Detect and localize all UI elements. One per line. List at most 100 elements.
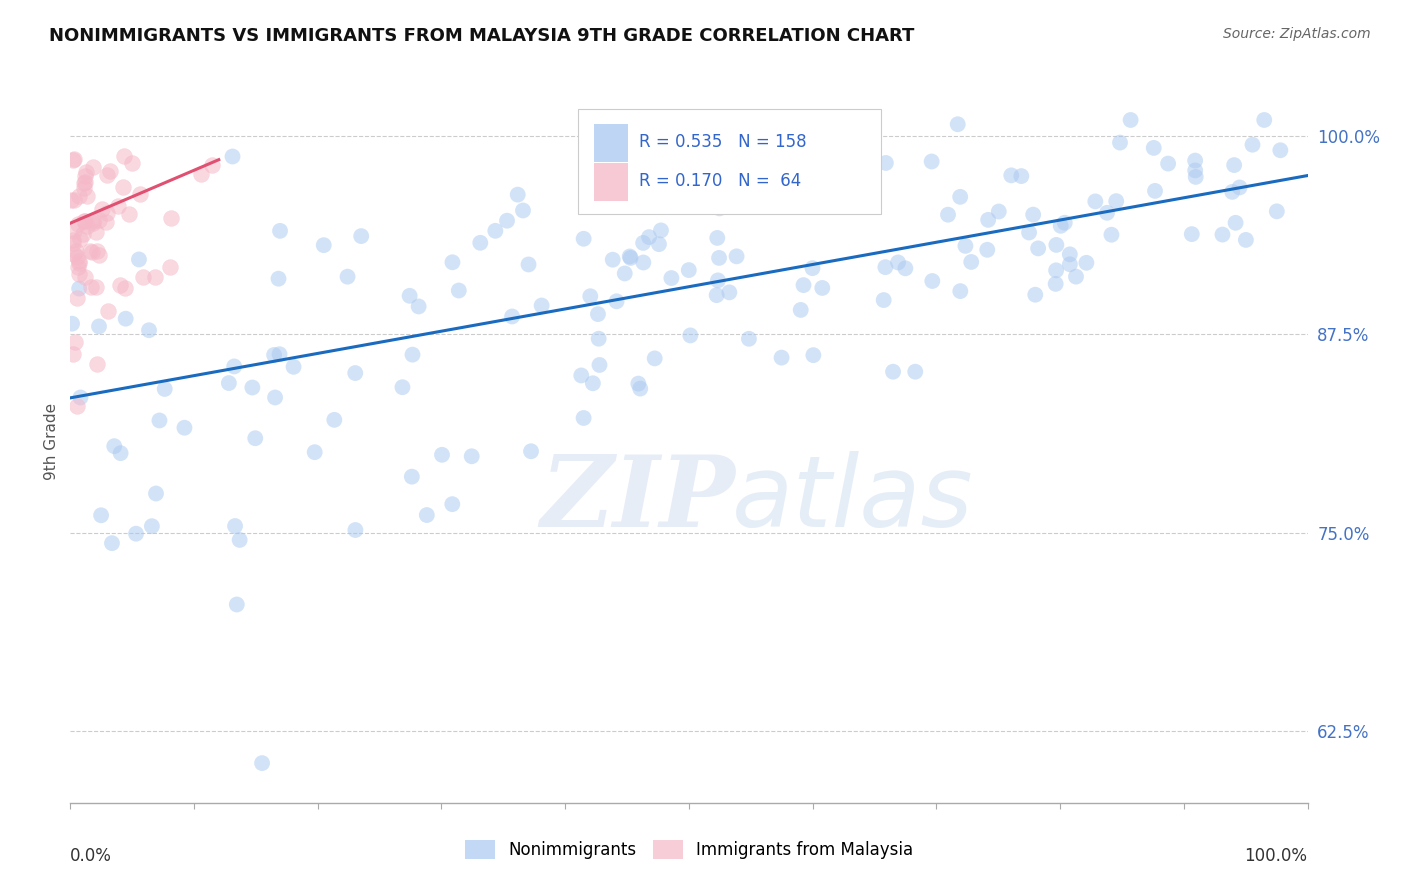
- Point: [921, 274, 943, 288]
- Point: [613, 267, 636, 281]
- Point: [709, 202, 731, 216]
- Point: [128, 186, 150, 201]
- Point: [73, 176, 96, 190]
- Y-axis label: 9th Grade: 9th Grade: [44, 403, 59, 480]
- Point: [949, 190, 972, 204]
- Point: [67, 268, 90, 282]
- Point: [1024, 287, 1046, 301]
- Point: [65, 244, 87, 259]
- Point: [644, 351, 666, 366]
- Point: [579, 289, 602, 303]
- Point: [107, 199, 129, 213]
- Point: [112, 149, 135, 163]
- Point: [128, 252, 150, 267]
- Point: [1084, 194, 1107, 209]
- Point: [588, 358, 610, 372]
- Point: [904, 365, 927, 379]
- Point: [946, 117, 969, 131]
- Point: [1265, 204, 1288, 219]
- Point: [1234, 233, 1257, 247]
- Point: [96, 206, 118, 220]
- Text: 0.0%: 0.0%: [70, 847, 112, 865]
- Point: [1211, 227, 1233, 242]
- Point: [224, 519, 246, 533]
- Point: [441, 255, 464, 269]
- Point: [1045, 277, 1067, 291]
- Point: [1105, 194, 1128, 208]
- Point: [1000, 169, 1022, 183]
- Text: 100.0%: 100.0%: [1244, 847, 1308, 865]
- Point: [141, 519, 163, 533]
- Point: [801, 348, 824, 362]
- Point: [447, 284, 470, 298]
- Point: [67, 188, 90, 202]
- Point: [148, 413, 170, 427]
- Point: [627, 376, 650, 391]
- Point: [283, 359, 305, 374]
- Point: [572, 232, 595, 246]
- Point: [73, 169, 96, 183]
- Point: [159, 260, 181, 275]
- Legend: Nonimmigrants, Immigrants from Malaysia: Nonimmigrants, Immigrants from Malaysia: [464, 840, 914, 860]
- Point: [792, 278, 814, 293]
- Point: [267, 271, 290, 285]
- Point: [987, 204, 1010, 219]
- Point: [572, 411, 595, 425]
- Point: [811, 281, 834, 295]
- Point: [218, 376, 240, 390]
- Point: [114, 311, 136, 326]
- Point: [79, 244, 101, 259]
- Point: [312, 238, 335, 252]
- Text: R = 0.535   N = 158: R = 0.535 N = 158: [640, 133, 807, 151]
- Point: [707, 251, 730, 265]
- Point: [1059, 257, 1081, 271]
- Point: [75, 165, 97, 179]
- Point: [416, 508, 439, 522]
- Point: [1045, 263, 1067, 277]
- Point: [245, 431, 267, 445]
- Point: [501, 310, 523, 324]
- Point: [1223, 158, 1246, 172]
- Text: ZIP: ZIP: [540, 451, 735, 548]
- Point: [1184, 163, 1206, 178]
- Point: [82, 214, 104, 228]
- Point: [569, 368, 592, 383]
- Point: [91, 202, 114, 216]
- Point: [73, 180, 96, 194]
- Point: [97, 303, 120, 318]
- Point: [506, 187, 529, 202]
- Point: [75, 175, 97, 189]
- Point: [1157, 156, 1180, 170]
- Point: [633, 255, 655, 269]
- Point: [86, 357, 108, 371]
- Point: [1059, 247, 1081, 261]
- Point: [738, 332, 761, 346]
- Point: [588, 332, 610, 346]
- Point: [520, 444, 543, 458]
- Point: [66, 399, 89, 413]
- Point: [801, 261, 824, 276]
- Point: [512, 203, 534, 218]
- Point: [145, 486, 167, 500]
- Point: [894, 261, 917, 276]
- Point: [112, 179, 135, 194]
- Point: [143, 269, 166, 284]
- Point: [1095, 206, 1118, 220]
- Point: [125, 526, 148, 541]
- Point: [586, 307, 609, 321]
- Point: [190, 167, 212, 181]
- Point: [582, 376, 605, 391]
- Point: [602, 252, 624, 267]
- Point: [790, 302, 813, 317]
- Point: [706, 288, 728, 302]
- Point: [323, 413, 346, 427]
- Point: [240, 380, 263, 394]
- Point: [1143, 184, 1166, 198]
- Point: [650, 223, 672, 237]
- Point: [66, 291, 89, 305]
- Point: [873, 293, 896, 307]
- Point: [1018, 226, 1040, 240]
- Point: [1229, 180, 1251, 194]
- Point: [59, 193, 82, 207]
- Point: [69, 391, 91, 405]
